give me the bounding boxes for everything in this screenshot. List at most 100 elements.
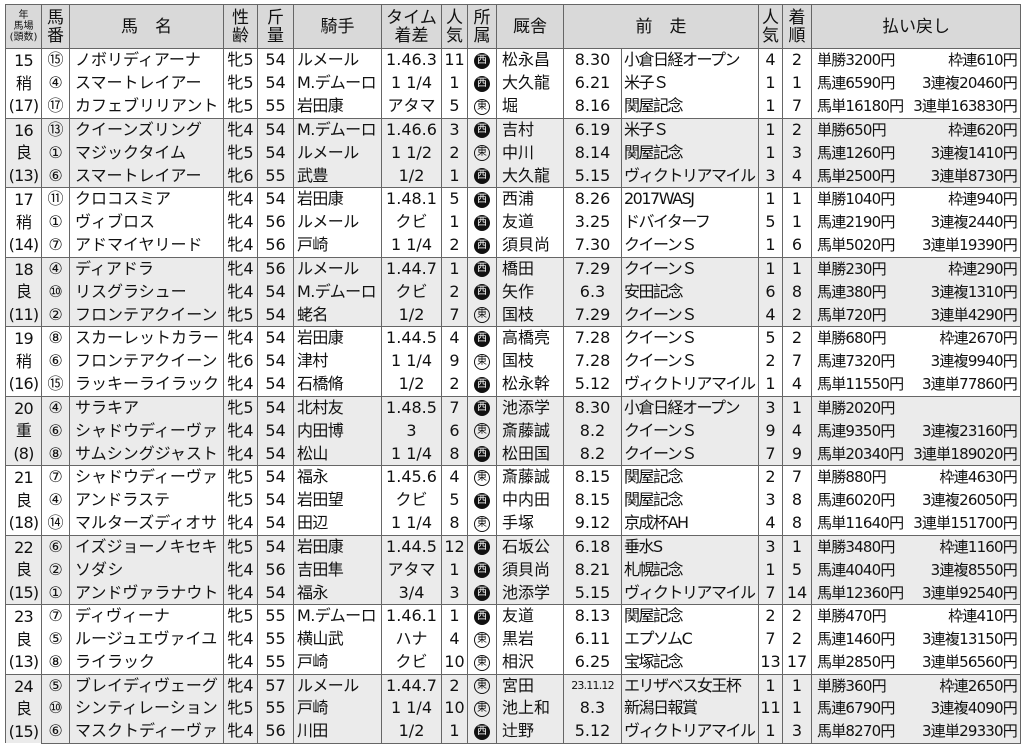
payout-right: 3連複8550円 [930, 560, 1018, 579]
horse-name: ルージュエヴァイユ [69, 627, 224, 651]
race-year-track-field: 21 良 (18) [5, 465, 42, 535]
west-badge-icon: 西 [474, 52, 490, 69]
prev-race-name: 関屋記念 [621, 141, 759, 165]
weight: 55 [257, 650, 294, 675]
time-margin: 1 1/4 [381, 233, 442, 258]
prev-race-finish: 1 [782, 186, 812, 211]
time-margin: 1 1/4 [381, 511, 442, 536]
popularity: 1 [441, 719, 468, 744]
payout-left: 単勝360円 [817, 676, 887, 695]
popularity: 3 [441, 117, 468, 142]
payout-line: 馬単11550円 3連単77860円 [813, 373, 1020, 395]
race-year-track-field: 24 良 (15) [5, 673, 42, 743]
payout-right: 3連複4090円 [930, 699, 1018, 718]
prev-race-popularity: 7 [758, 581, 783, 606]
header-pop-2: 気 [446, 25, 463, 46]
race-track: 稍 [15, 351, 32, 371]
time-margin: 1/2 [381, 372, 442, 397]
stable: 中内田 [496, 488, 564, 512]
prev-race-finish: 5 [782, 558, 812, 582]
payout-right: 枠連290円 [948, 259, 1018, 278]
weight: 56 [257, 719, 294, 744]
horse-name: スマートレイアー [69, 71, 224, 95]
payout: 単勝360円 枠連2650円 [811, 673, 1021, 698]
time-margin: 1.48.1 [381, 186, 442, 211]
stable: 池添学 [496, 395, 564, 420]
header-prev-finish: 着順 [782, 4, 812, 49]
horse-number: ⑥ [41, 719, 70, 744]
sex-age: 牝5 [223, 47, 258, 72]
affiliation: 東 [467, 419, 497, 443]
east-badge-icon: 東 [474, 98, 490, 115]
prev-race-popularity: 1 [758, 719, 783, 744]
prev-race-popularity: 7 [758, 627, 783, 651]
prev-race-finish: 1 [782, 256, 812, 281]
prev-race-date: 5.12 [563, 372, 622, 397]
time-margin: 1.45.6 [381, 464, 442, 489]
header-year-label: 年 [18, 10, 29, 21]
table-row: 21 良 (18) ⑦ シャドウディーヴァ 牝5 54 福永 1.45.6 4 東斎藤誠 8.15 関屋… [5, 464, 1021, 535]
stable: 堀 [496, 94, 564, 119]
prev-race-finish: 7 [782, 94, 812, 119]
header-aff-2: 属 [473, 25, 491, 46]
horse-number: ⑥ [41, 349, 70, 373]
sex-age: 牝5 [223, 71, 258, 95]
time-margin: 1.46.3 [381, 47, 442, 72]
race-year-track-field: 17 稍 (14) [5, 187, 42, 257]
race-track: 重 [15, 421, 32, 440]
prev-race-finish: 17 [782, 650, 812, 675]
time-margin: クビ [381, 280, 442, 304]
race-field: (15) [8, 721, 39, 741]
payout-line: 馬連7320円 3連複9940円 [813, 350, 1020, 372]
affiliation: 西 [467, 233, 497, 258]
prev-race-finish: 1 [782, 534, 812, 559]
stable: 中川 [496, 141, 564, 165]
race-group: 21 良 (18) ⑦ シャドウディーヴァ 牝5 54 福永 1.45.6 4 東斎藤誠 8.15 関屋… [5, 464, 1021, 536]
affiliation: 西 [467, 164, 497, 189]
header-sex-age: 性齢 [223, 4, 258, 49]
prev-race-finish: 4 [782, 372, 812, 397]
west-badge-icon: 西 [474, 376, 490, 393]
race-field: (13) [8, 652, 39, 671]
stable: 国枝 [496, 349, 564, 373]
prev-race-name: クイーンＳ [621, 256, 759, 281]
header-age: 齢 [232, 25, 249, 46]
prev-race-finish: 6 [782, 233, 812, 258]
payout-left: 馬連2190円 [817, 213, 895, 232]
horse-number: ④ [41, 256, 70, 281]
payout: 馬連6020円 3連複26050円 [811, 488, 1021, 512]
time-margin: 1.44.5 [381, 534, 442, 559]
payout-right: 3連単77860円 [921, 375, 1018, 394]
table-row: 20 重 (8) ④ サラキア 牝5 54 北村友 1.48.5 7 西池添学 8.30 小倉日経オープ… [5, 395, 1021, 466]
stable: 松永昌 [496, 47, 564, 72]
race-track: 良 [15, 282, 32, 301]
horse-number: ⑧ [41, 325, 70, 350]
time-margin: 1 1/4 [381, 71, 442, 95]
weight: 55 [257, 94, 294, 119]
popularity: 1 [441, 71, 468, 95]
prev-race-popularity: 2 [758, 603, 783, 628]
payout-line: 馬単12360円 3連単92540円 [813, 582, 1020, 604]
popularity: 2 [441, 673, 468, 698]
horse-number: ⑦ [41, 603, 70, 628]
header-prev-pop: 人気 [758, 4, 783, 49]
horse-number: ④ [41, 488, 70, 512]
west-badge-icon: 西 [474, 446, 490, 463]
stable: 松田国 [496, 442, 564, 467]
affiliation: 東 [467, 627, 497, 651]
header-prev-pop-2: 気 [762, 25, 779, 46]
payout: 馬単20340円 3連単189020円 [811, 442, 1021, 467]
east-badge-icon: 東 [474, 307, 490, 324]
table-row: ⑧ サムシングジャスト 牝4 54 松山 1 1/4 8 西松田国 8.2 クイーンＳ 7 9 馬単20… [6, 442, 1021, 467]
prev-race-name: 京成杯AH [621, 511, 759, 536]
header-time: タイム 着差 [381, 4, 442, 49]
payout: 馬連9350円 3連複23160円 [811, 419, 1021, 443]
stable: 大久龍 [496, 71, 564, 95]
prev-race-finish: 2 [782, 627, 812, 651]
jockey: ルメール [293, 47, 382, 72]
prev-race-date: 8.30 [563, 395, 622, 420]
table-row: ⑰ カフェブリリアント 牝5 55 岩田康 アタマ 5 東堀 8.16 関屋記念 1 7 馬単16180… [6, 94, 1021, 119]
affiliation: 西 [467, 581, 497, 606]
prev-race-popularity: 4 [758, 47, 783, 72]
time-margin: 3 [381, 419, 442, 443]
